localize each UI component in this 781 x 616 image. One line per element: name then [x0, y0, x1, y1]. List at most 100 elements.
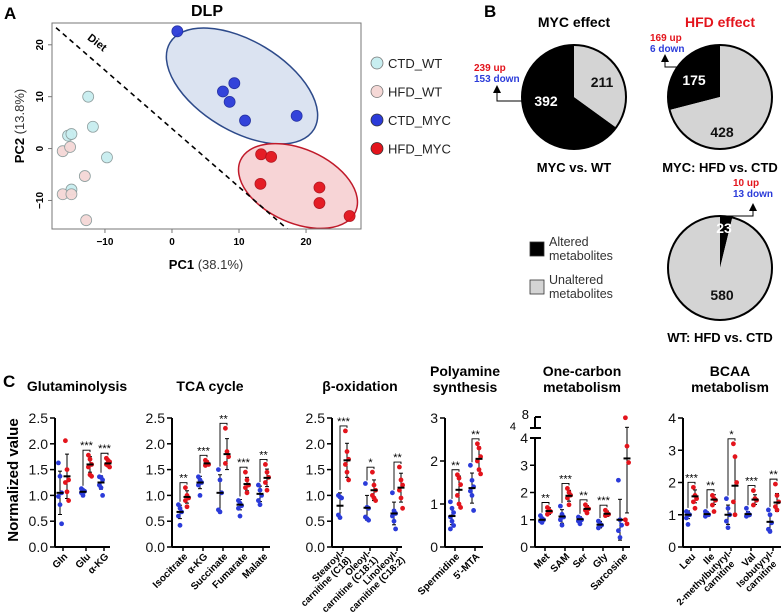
significance-bracket	[179, 482, 188, 502]
data-point-blue	[391, 518, 397, 524]
y-tick-label: 0	[430, 539, 438, 555]
pie-slice-unaltered	[669, 45, 772, 149]
panel-label-a: A	[4, 4, 16, 23]
panel-label-c: C	[3, 372, 15, 391]
significance-bracket	[339, 425, 348, 490]
data-point-hfd-myc	[265, 150, 278, 163]
data-point-blue	[100, 477, 105, 483]
data-point-blue	[177, 505, 183, 511]
data-point-ctd-myc	[171, 25, 184, 38]
data-point-hfd-wt	[64, 141, 76, 153]
data-point-blue	[56, 494, 61, 499]
data-point-ctd-wt	[86, 120, 99, 133]
subplot-title: Polyamine	[430, 363, 500, 379]
data-point-red	[478, 471, 483, 477]
data-point-blue	[725, 525, 731, 531]
callout-line	[725, 211, 754, 217]
legend-label: HFD_WT	[388, 85, 442, 100]
data-point-red	[710, 502, 715, 508]
pie-title: HFD effect	[685, 14, 755, 30]
pie-value-altered: 175	[682, 72, 706, 88]
y-tick-label: 0.0	[146, 539, 166, 555]
y-tick-label: 2.0	[29, 436, 49, 452]
data-point-hfd-myc	[313, 181, 326, 194]
significance-bracket	[579, 499, 588, 514]
legend-label: CTD_MYC	[388, 113, 451, 128]
up-count: 10 up	[733, 178, 759, 189]
significance-bracket	[239, 466, 248, 497]
significance-stars: ***	[597, 495, 611, 507]
data-point-red	[773, 481, 778, 487]
data-point-blue	[468, 488, 473, 494]
pie-slice-unaltered	[668, 216, 772, 320]
data-point-red	[243, 469, 248, 475]
data-point-red	[397, 487, 402, 493]
y-axis-label: Normalized value	[5, 418, 22, 541]
arrow-up-icon	[493, 85, 501, 93]
data-point-blue	[685, 522, 691, 527]
y-tick-label: 2.5	[306, 410, 326, 426]
significance-stars: ***	[559, 473, 573, 485]
significance-stars: **	[769, 469, 778, 481]
significance-bracket	[747, 485, 756, 506]
significance-stars: ***	[98, 443, 112, 455]
significance-stars: *	[368, 457, 373, 469]
data-point-blue	[256, 482, 261, 488]
data-point-hfd-myc	[254, 177, 267, 190]
data-point-blue	[236, 505, 241, 511]
data-point-blue	[559, 522, 565, 528]
significance-bracket	[393, 461, 402, 490]
data-point-blue	[177, 522, 183, 528]
data-point-red	[87, 456, 93, 462]
pie-title: MYC effect	[538, 14, 611, 30]
y-tick-label: 1.0	[29, 487, 49, 503]
y-axis-label: PC2 (13.8%)	[12, 89, 27, 163]
data-point-blue	[366, 517, 371, 523]
data-point-blue	[449, 505, 455, 511]
data-point-red	[244, 477, 250, 483]
subplot-title: One-carbon	[543, 363, 622, 379]
data-point-red	[263, 480, 268, 485]
data-point-red	[458, 482, 463, 488]
legend-label: CTD_WT	[388, 56, 442, 71]
data-point-blue	[558, 503, 563, 509]
data-point-red	[751, 488, 756, 493]
data-point-red	[694, 496, 699, 502]
data-point-red	[731, 441, 736, 447]
data-point-blue	[57, 502, 63, 508]
pie-outline	[667, 44, 773, 150]
data-point-blue	[767, 529, 773, 534]
data-point-red	[344, 469, 350, 475]
data-point-blue	[767, 512, 773, 518]
x-tick-label: −10	[96, 237, 113, 248]
pie-slice-altered	[720, 216, 733, 268]
significance-stars: **	[471, 429, 480, 441]
pie-outline	[667, 215, 773, 321]
data-point-red	[86, 464, 91, 470]
data-point-red	[243, 485, 248, 491]
data-point-red	[732, 454, 738, 460]
data-point-blue	[449, 518, 455, 524]
y-tick-label: 8	[522, 407, 529, 422]
data-point-blue	[196, 482, 201, 488]
significance-bracket	[219, 422, 228, 467]
data-point-red	[455, 493, 460, 498]
data-point-blue	[57, 473, 63, 479]
data-point-blue	[393, 526, 398, 532]
data-point-red	[63, 438, 68, 444]
significance-bracket	[259, 458, 268, 483]
callout-line	[664, 62, 678, 68]
data-point-ctd-myc	[223, 95, 236, 108]
data-point-blue	[725, 505, 731, 511]
data-point-red	[774, 493, 780, 498]
data-point-red	[565, 486, 570, 491]
significance-stars: ***	[745, 476, 759, 488]
data-point-blue	[619, 522, 624, 528]
legend-label: Altered	[549, 235, 589, 249]
data-point-blue	[596, 525, 601, 531]
data-point-blue	[339, 495, 344, 501]
subplot-title: BCAA	[710, 363, 750, 379]
data-point-hfd-wt	[65, 188, 78, 201]
subplot-title: β-oxidation	[322, 378, 397, 394]
